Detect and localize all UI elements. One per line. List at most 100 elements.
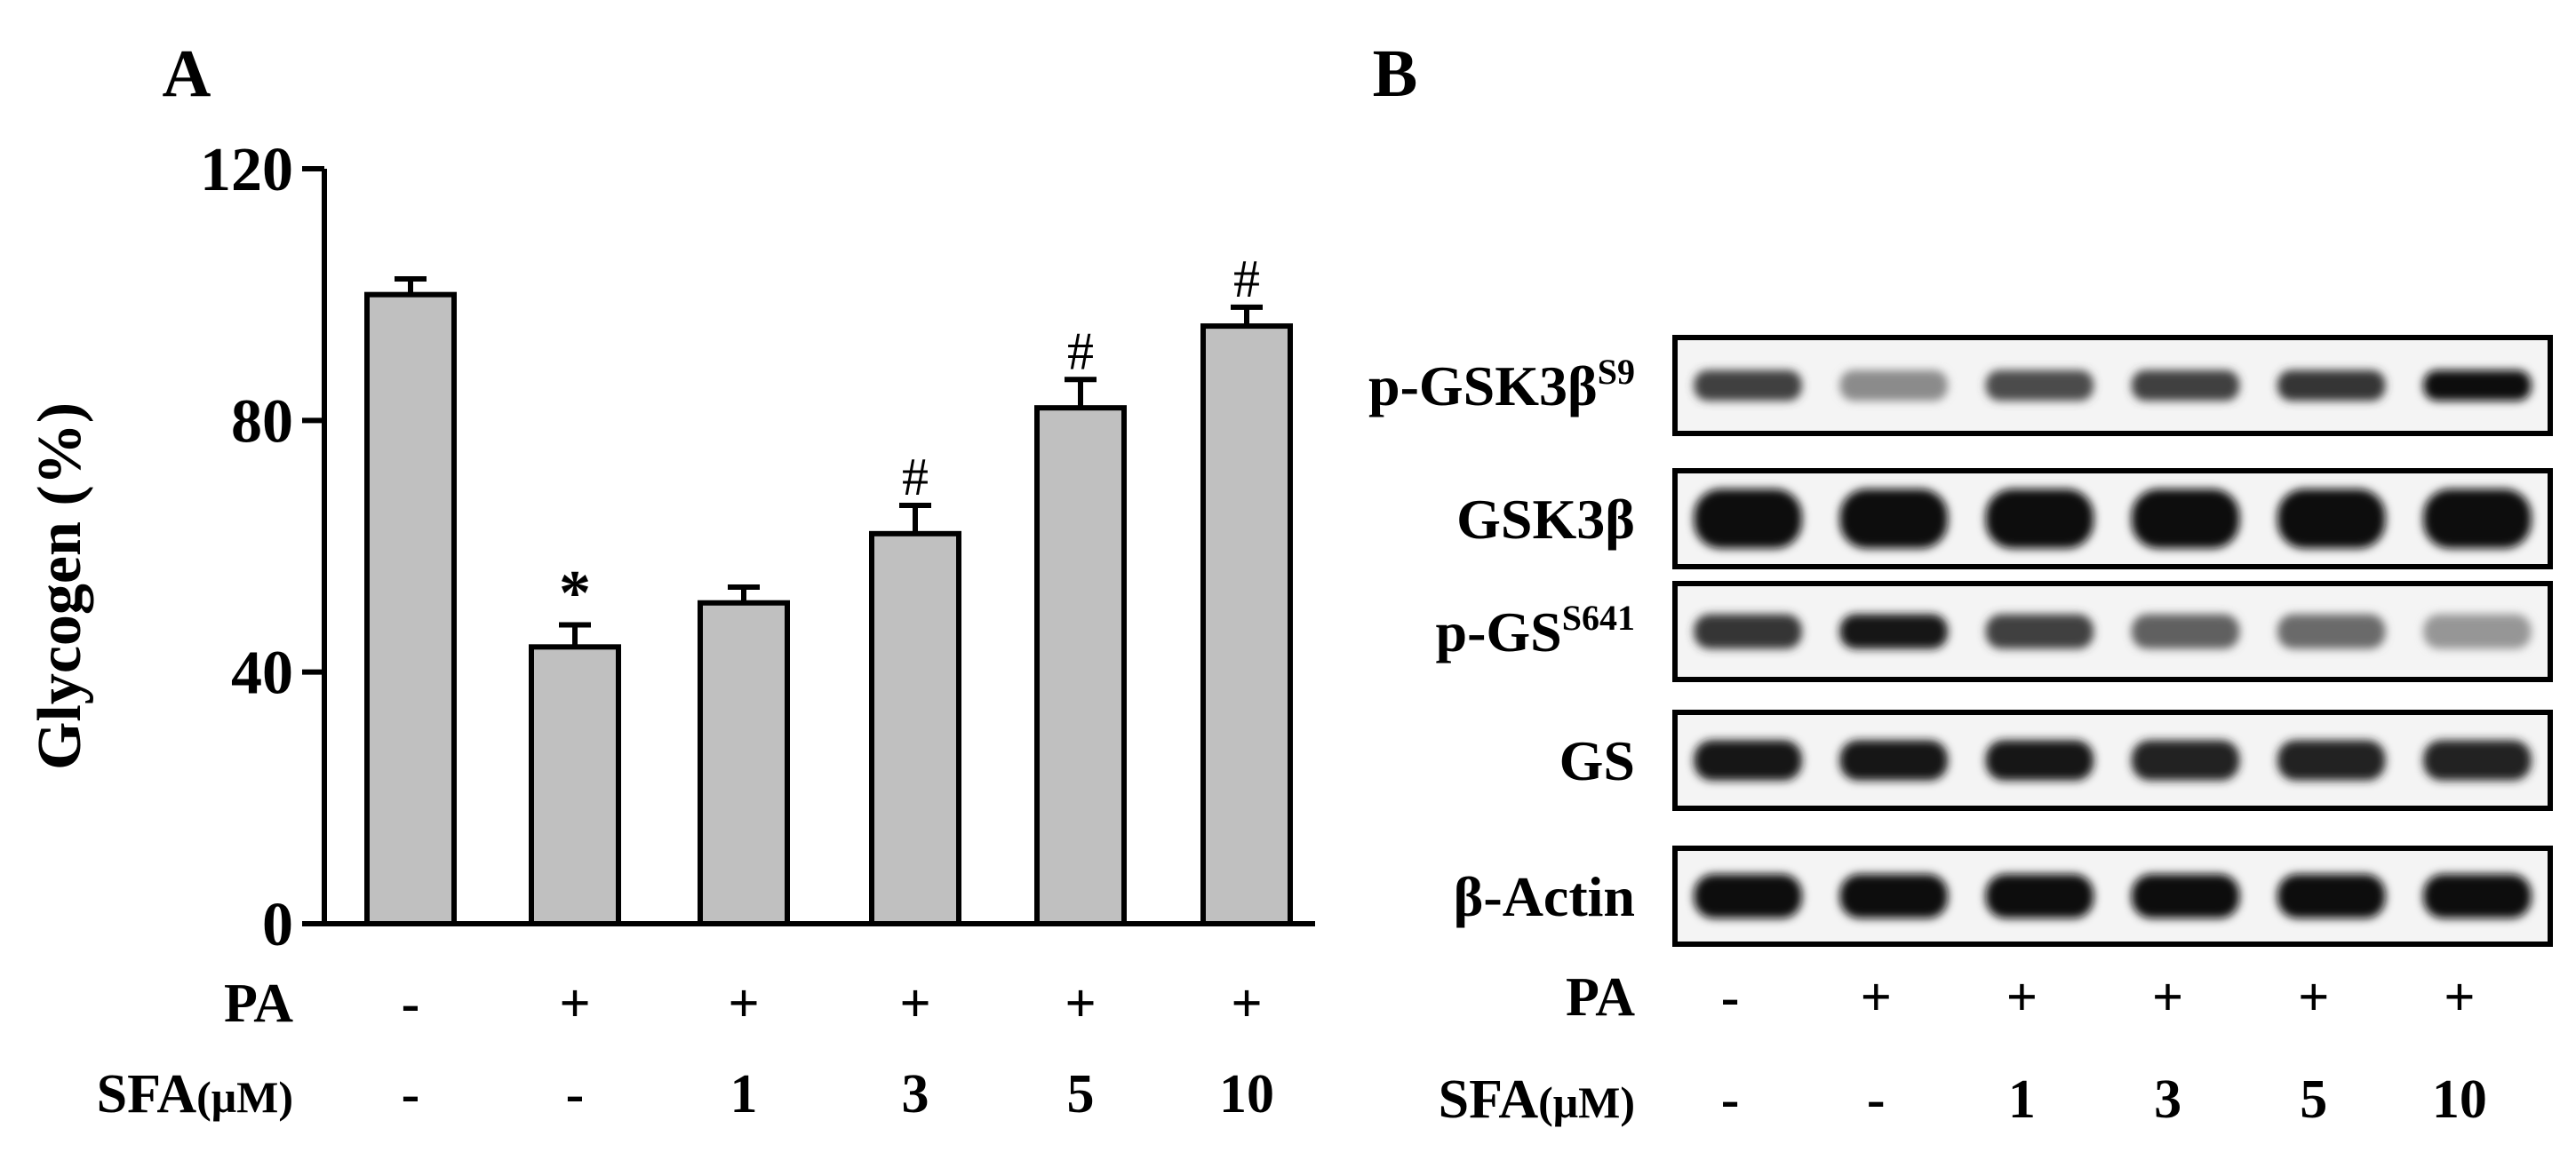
blot-band	[2423, 874, 2532, 918]
condition-value: +	[1231, 973, 1262, 1034]
blot-band	[1694, 874, 1802, 918]
condition-label: PA	[224, 973, 293, 1034]
condition-name: SFA	[1439, 1069, 1539, 1130]
condition-value: +	[2006, 967, 2038, 1028]
blot-row-label: p-GSS641	[1435, 598, 1635, 663]
blot-condition-rows: PA - + + + + + SFA(μM) - - 1 3 5 10	[1439, 967, 2487, 1130]
condition-value: +	[2298, 967, 2329, 1028]
bar	[698, 600, 790, 926]
blot-rows: p-GSK3βS9 GSK3β p-GSS641 GS β-Actin	[1368, 335, 2553, 947]
phospho-site: S9	[1598, 352, 1635, 392]
condition-unit: (μM)	[1538, 1077, 1635, 1127]
blot-band	[1985, 614, 2094, 649]
panel-b-label: B	[1373, 36, 1418, 111]
y-tick-label: 80	[231, 387, 293, 456]
condition-value: +	[2152, 967, 2183, 1028]
y-axis-label: Glycogen (%)	[26, 402, 94, 770]
significance-marker: #	[1067, 322, 1094, 380]
blot-band	[2423, 740, 2532, 781]
blot-band	[2131, 874, 2240, 918]
condition-value: +	[559, 973, 590, 1034]
condition-name: SFA	[97, 1064, 197, 1124]
panel-a-label: A	[163, 36, 211, 111]
blot-band	[1694, 369, 1802, 401]
blot-row-label: p-GSK3βS9	[1368, 352, 1635, 417]
bar	[529, 644, 621, 926]
condition-value: -	[566, 1064, 585, 1124]
y-tick-label: 120	[200, 136, 293, 204]
bar	[364, 291, 457, 926]
condition-value: 3	[902, 1064, 929, 1124]
blot-strip	[1672, 335, 2553, 436]
blot-strip	[1672, 468, 2553, 569]
bars: * # # #	[364, 250, 1293, 927]
condition-value: 5	[1067, 1064, 1095, 1124]
blot-band	[1839, 874, 1948, 918]
blot-band	[1985, 489, 2094, 549]
y-tick-label: 40	[231, 640, 293, 708]
significance-marker: *	[559, 558, 591, 629]
blot-band	[2131, 614, 2240, 649]
blot-strip	[1672, 710, 2553, 811]
bar	[1200, 323, 1293, 927]
condition-name: PA	[1566, 967, 1635, 1028]
blot-band	[1839, 614, 1948, 649]
condition-value: -	[1721, 967, 1740, 1028]
condition-unit: (μM)	[196, 1072, 293, 1122]
bar	[869, 530, 961, 926]
condition-value: 10	[2432, 1069, 2487, 1130]
bar-chart: Glycogen (%) 0 40 80 120 * # # # PA - + + + + + SFA(μ…	[26, 136, 1315, 1124]
blot-band	[2131, 369, 2240, 401]
condition-label: PA	[1566, 967, 1635, 1028]
condition-value: -	[402, 973, 420, 1034]
blot-band	[1694, 489, 1802, 549]
blot-band	[1839, 369, 1948, 401]
blot-band	[2277, 489, 2386, 549]
condition-value: +	[1065, 973, 1096, 1034]
condition-value: +	[1861, 967, 1892, 1028]
blot-band	[2277, 614, 2386, 649]
condition-label: SFA(μM)	[97, 1064, 293, 1124]
condition-value: 1	[2008, 1069, 2036, 1130]
condition-value: 1	[730, 1064, 758, 1124]
condition-value: -	[1867, 1069, 1886, 1130]
condition-name: PA	[224, 973, 293, 1034]
condition-rows: PA - + + + + + SFA(μM) - - 1 3 5 10	[97, 973, 1274, 1124]
condition-value: -	[1721, 1069, 1740, 1130]
protein-name: β-Actin	[1454, 865, 1635, 928]
condition-value: 5	[2300, 1069, 2327, 1130]
blot-strip	[1672, 846, 2553, 947]
blot-band	[2423, 369, 2532, 401]
protein-name: GS	[1559, 729, 1635, 792]
condition-value: -	[402, 1064, 420, 1124]
blot-band	[2423, 489, 2532, 549]
y-tick-label: 0	[262, 891, 293, 959]
significance-marker: #	[1233, 250, 1260, 308]
blot-band	[2131, 489, 2240, 549]
significance-marker: #	[902, 448, 929, 506]
blot-band	[1694, 740, 1802, 781]
condition-value: +	[899, 973, 930, 1034]
blot-band	[1985, 874, 2094, 918]
blot-row-label: GSK3β	[1456, 488, 1635, 551]
condition-value: 3	[2154, 1069, 2181, 1130]
blot-band	[1985, 369, 2094, 401]
blot-band	[1839, 489, 1948, 549]
condition-label: SFA(μM)	[1439, 1069, 1635, 1130]
condition-value: +	[2444, 967, 2475, 1028]
blot-band	[1839, 740, 1948, 781]
condition-value: +	[728, 973, 759, 1034]
blot-band	[2423, 614, 2532, 649]
western-blot: p-GSK3βS9 GSK3β p-GSS641 GS β-Actin PA - + + + + +…	[1368, 335, 2553, 1130]
blot-band	[1694, 614, 1802, 649]
condition-value: 10	[1219, 1064, 1274, 1124]
blot-band	[1985, 740, 2094, 781]
blot-row-label: β-Actin	[1454, 865, 1635, 928]
blot-band	[2277, 874, 2386, 918]
protein-name: GSK3β	[1456, 488, 1635, 551]
phospho-site: S641	[1562, 598, 1635, 638]
protein-name: p-GSK3β	[1368, 354, 1598, 417]
blot-band	[2131, 740, 2240, 781]
blot-strip	[1672, 581, 2553, 682]
